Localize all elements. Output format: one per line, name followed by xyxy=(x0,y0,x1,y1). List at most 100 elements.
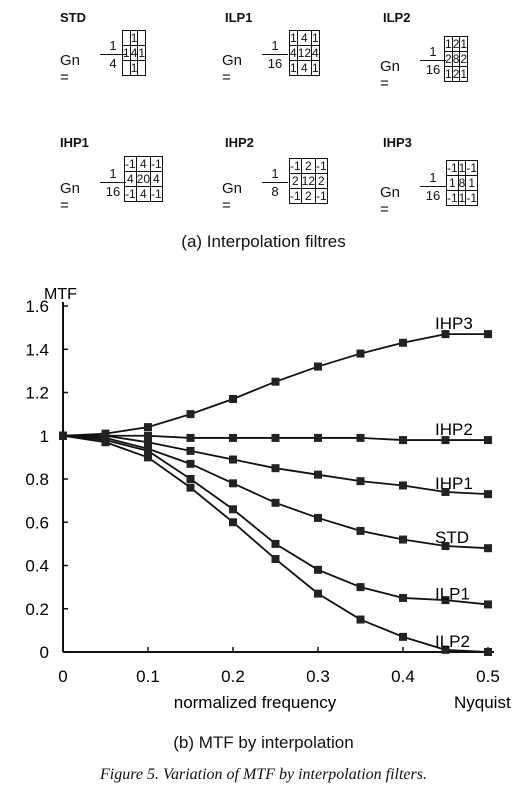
gain-label: Gn = xyxy=(60,52,81,86)
kernel-row: -1 1 -1 xyxy=(446,190,479,206)
kernel-cell: 1 xyxy=(457,190,467,206)
kernel-cell: 1 xyxy=(457,160,467,176)
kernel-cell: 4 xyxy=(150,171,163,187)
data-point-std xyxy=(484,544,492,553)
data-point-ihp1 xyxy=(229,455,237,464)
gain-label: Gn = xyxy=(222,52,243,86)
data-point-std xyxy=(271,498,280,507)
data-point-ihp1 xyxy=(441,487,450,496)
data-point-ihp2 xyxy=(144,431,152,440)
kernel-cell: -1 xyxy=(124,156,137,172)
kernel-cell: 12 xyxy=(296,45,313,61)
gain-label: Gn = xyxy=(380,58,401,92)
kernel-cell: -1 xyxy=(446,160,459,176)
data-point-ilp1 xyxy=(186,475,195,483)
y-tick-label: 1.2 xyxy=(25,384,49,403)
kernel-grid: -1 1 -1 1 8 1 -1 1 -1 xyxy=(446,160,479,206)
series-label-std: STD xyxy=(435,528,469,547)
series-line-ilp1 xyxy=(62,434,489,606)
kernel-row: 4 12 4 xyxy=(289,45,320,61)
data-point-ilp2 xyxy=(399,632,407,641)
series-label-ihp2: IHP2 xyxy=(435,420,473,439)
x-tick-label: 0.4 xyxy=(391,667,415,686)
data-point-ilp2 xyxy=(59,431,67,440)
data-point-ihp2 xyxy=(399,436,407,445)
kernel-cell: 2 xyxy=(289,173,302,189)
filter-name: ILP1 xyxy=(225,10,253,25)
kernel-cell: 1 xyxy=(459,36,469,52)
y-tick-label: 1.4 xyxy=(25,340,49,359)
fraction-denominator: 16 xyxy=(105,184,121,199)
y-tick-label: 0.8 xyxy=(25,470,49,489)
kernel-row: -1 2 -1 xyxy=(289,158,328,174)
kernel-grid: -1 4 -1 4 20 4 -1 4 -1 xyxy=(124,156,163,202)
kernel-row: -1 1 -1 xyxy=(446,160,479,176)
kernel-cell: 1 xyxy=(289,60,298,76)
data-point-ihp2 xyxy=(186,433,195,442)
fraction-numerator: 1 xyxy=(262,166,288,183)
kernel-cell: 2 xyxy=(300,158,317,174)
caption-b: (b) MTF by interpolation xyxy=(173,733,354,752)
kernel-cell: -1 xyxy=(150,186,163,202)
data-point-std xyxy=(229,479,237,488)
fraction-numerator: 1 xyxy=(420,44,446,61)
series-line-std xyxy=(62,434,489,550)
data-point-ihp3 xyxy=(271,377,280,386)
y-tick-label: 1 xyxy=(40,427,49,446)
kernel-cell: 1 xyxy=(137,45,147,61)
kernel-cell: 1 xyxy=(289,30,298,46)
kernel-cell: 1 xyxy=(444,36,453,52)
kernel-cell xyxy=(137,60,147,76)
gain-label: Gn = xyxy=(222,180,243,214)
data-point-ilp2 xyxy=(441,645,450,654)
data-point-ilp2 xyxy=(271,555,280,564)
kernel-cell: -1 xyxy=(150,156,163,172)
data-point-ihp3 xyxy=(484,330,492,339)
kernel-row: -1 4 -1 xyxy=(124,186,163,202)
kernel-cell: -1 xyxy=(289,158,302,174)
figure-caption: Figure 5. Variation of MTF by interpolat… xyxy=(100,766,427,783)
kernel-row: 1 xyxy=(122,30,147,46)
data-point-std xyxy=(314,513,322,522)
fraction-numerator: 1 xyxy=(100,38,126,55)
x-end-label: Nyquist xyxy=(454,693,511,712)
filter-name: IHP3 xyxy=(383,135,412,150)
x-tick-label: 0.2 xyxy=(221,667,245,686)
data-point-ihp1 xyxy=(271,464,280,473)
data-point-ilp1 xyxy=(399,593,407,602)
data-point-ilp1 xyxy=(144,446,152,455)
data-point-ihp1 xyxy=(144,438,152,447)
data-point-std xyxy=(186,459,195,468)
kernel-row: 4 20 4 xyxy=(124,171,163,187)
kernel-cell: 4 xyxy=(135,186,152,202)
kernel-cell xyxy=(137,30,147,46)
kernel-cell: 2 xyxy=(315,173,328,189)
series-label-ilp1: ILP1 xyxy=(435,584,470,603)
data-point-ihp1 xyxy=(484,490,492,499)
kernel-cell: 1 xyxy=(122,45,131,61)
data-point-ilp2 xyxy=(229,518,237,527)
x-tick-label: 0.5 xyxy=(476,667,500,686)
fraction-numerator: 1 xyxy=(100,166,126,183)
kernel-cell: 1 xyxy=(444,66,453,82)
data-point-ilp2 xyxy=(356,615,365,624)
data-point-ilp1 xyxy=(484,600,492,609)
series-label-ihp1: IHP1 xyxy=(435,474,473,493)
x-axis-label: normalized frequency xyxy=(174,693,337,712)
gain-fraction: 1 16 xyxy=(420,170,446,203)
kernel-row: 1 xyxy=(122,60,147,76)
y-tick-label: 0 xyxy=(40,643,49,662)
data-point-ihp1 xyxy=(314,470,322,479)
data-point-ihp3 xyxy=(314,362,322,371)
data-point-ihp2 xyxy=(441,436,450,445)
data-point-ilp1 xyxy=(314,565,322,574)
kernel-grid: -1 2 -1 2 12 2 -1 2 -1 xyxy=(289,158,328,204)
kernel-cell xyxy=(122,60,131,76)
